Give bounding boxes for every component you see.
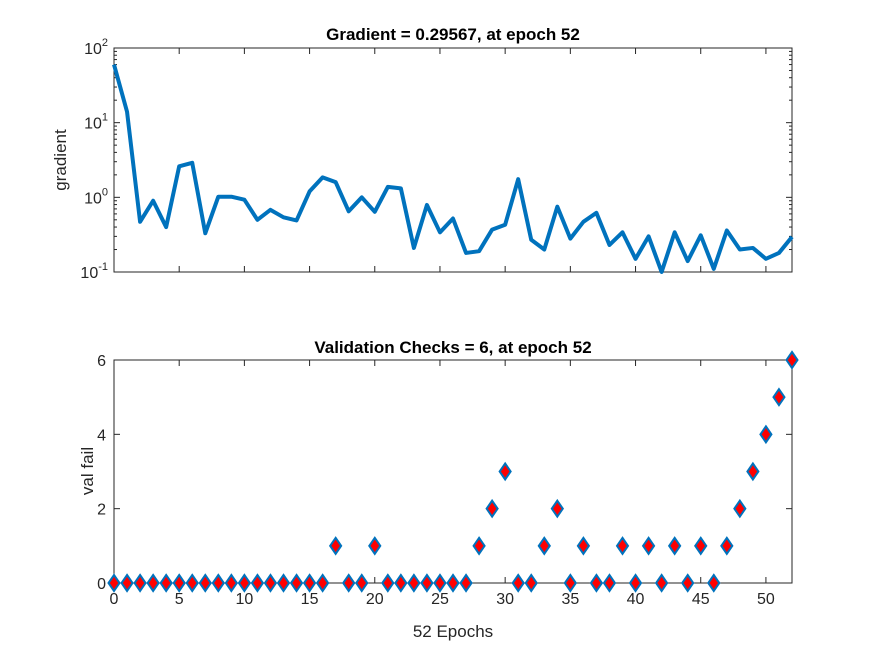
validation-marker bbox=[237, 573, 252, 593]
validation-marker bbox=[107, 573, 121, 593]
gradient-ytick-base: 10 bbox=[80, 265, 98, 282]
validation-ytick-label: 0 bbox=[97, 576, 106, 593]
validation-xlabel: 52 Epochs bbox=[413, 622, 493, 641]
validation-marker bbox=[720, 536, 734, 556]
validation-ytick-label: 4 bbox=[97, 427, 106, 444]
gradient-ytick-label: 10-1 bbox=[80, 261, 108, 282]
gradient-series-line bbox=[112, 64, 794, 274]
validation-xtick-label: 50 bbox=[757, 591, 775, 608]
validation-marker bbox=[667, 536, 682, 556]
validation-marker bbox=[511, 573, 525, 593]
validation-marker bbox=[537, 536, 551, 556]
validation-ytick-label: 2 bbox=[97, 502, 106, 519]
validation-xticks: 0 5 10 15 20 25 30 35 40 45 50 bbox=[110, 360, 775, 608]
validation-xtick-label: 30 bbox=[496, 591, 514, 608]
validation-marker bbox=[420, 573, 434, 593]
gradient-title: Gradient = 0.29567, at epoch 52 bbox=[326, 25, 580, 44]
validation-marker bbox=[472, 536, 486, 556]
validation-marker bbox=[772, 387, 786, 407]
validation-xtick-label: 35 bbox=[561, 591, 579, 608]
validation-marker bbox=[563, 573, 578, 593]
validation-marker bbox=[733, 498, 747, 519]
validation-marker bbox=[680, 573, 695, 593]
validation-marker bbox=[602, 573, 617, 593]
validation-marker bbox=[576, 536, 591, 556]
validation-marker bbox=[394, 573, 408, 593]
validation-marker bbox=[224, 573, 239, 593]
validation-marker bbox=[198, 573, 212, 593]
validation-marker bbox=[628, 573, 643, 593]
validation-title: Validation Checks = 6, at epoch 52 bbox=[314, 338, 591, 357]
validation-marker bbox=[485, 498, 499, 519]
validation-marker bbox=[276, 573, 291, 593]
validation-marker bbox=[707, 573, 721, 593]
validation-xtick-label: 45 bbox=[692, 591, 710, 608]
validation-marker bbox=[133, 573, 147, 593]
validation-marker bbox=[459, 573, 473, 593]
validation-marker bbox=[341, 573, 356, 593]
validation-marker bbox=[446, 573, 460, 593]
validation-xtick-label: 15 bbox=[301, 591, 319, 608]
validation-marker bbox=[302, 573, 317, 593]
validation-marker bbox=[120, 573, 134, 593]
gradient-axes: Gradient = 0.29567, at epoch 52 gradient… bbox=[51, 25, 794, 282]
gradient-ytick-label: 102 bbox=[84, 37, 108, 58]
gradient-ytick-exponent: 1 bbox=[102, 112, 108, 124]
gradient-ytick-base: 10 bbox=[84, 116, 102, 133]
validation-marker bbox=[381, 573, 395, 593]
validation-plot-area bbox=[113, 359, 793, 584]
validation-marker bbox=[159, 573, 173, 593]
validation-axes: Validation Checks = 6, at epoch 52 val f… bbox=[78, 338, 799, 641]
validation-marker bbox=[498, 461, 512, 482]
validation-marker bbox=[433, 573, 447, 593]
validation-marker bbox=[589, 573, 604, 593]
validation-marker bbox=[654, 573, 669, 593]
validation-marker bbox=[524, 573, 538, 593]
validation-marker bbox=[263, 573, 278, 593]
validation-xtick-label: 10 bbox=[235, 591, 253, 608]
validation-xtick-label: 40 bbox=[627, 591, 645, 608]
validation-marker bbox=[328, 536, 343, 556]
gradient-ytick-label: 101 bbox=[84, 112, 108, 133]
validation-xtick-label: 5 bbox=[175, 591, 184, 608]
gradient-ylabel: gradient bbox=[51, 129, 70, 191]
gradient-plot-area bbox=[113, 47, 793, 273]
validation-marker bbox=[211, 573, 226, 593]
validation-ylabel: val fail bbox=[78, 447, 97, 495]
gradient-ytick-label: 100 bbox=[84, 186, 108, 207]
gradient-xticks bbox=[113, 48, 767, 272]
validation-marker bbox=[615, 536, 630, 556]
validation-marker bbox=[250, 573, 265, 593]
validation-marker bbox=[355, 573, 369, 593]
validation-marker bbox=[368, 536, 382, 556]
gradient-ytick-base: 10 bbox=[84, 190, 102, 207]
validation-marker bbox=[315, 573, 330, 593]
validation-marker bbox=[146, 573, 160, 593]
validation-marker bbox=[185, 573, 199, 593]
validation-xtick-label: 20 bbox=[366, 591, 384, 608]
gradient-ytick-exponent: -1 bbox=[98, 261, 108, 273]
validation-marker bbox=[641, 536, 656, 556]
validation-marker bbox=[550, 498, 565, 519]
validation-marker bbox=[785, 350, 799, 370]
gradient-ytick-exponent: 0 bbox=[102, 186, 108, 198]
validation-marker bbox=[759, 424, 773, 445]
validation-marker bbox=[172, 573, 186, 593]
validation-marker bbox=[694, 536, 708, 556]
validation-markers bbox=[107, 350, 799, 593]
gradient-ytick-exponent: 2 bbox=[102, 37, 108, 49]
gradient-ytick-base: 10 bbox=[84, 41, 102, 58]
validation-marker bbox=[746, 461, 760, 482]
validation-ytick-label: 6 bbox=[97, 353, 106, 370]
validation-xtick-label: 25 bbox=[431, 591, 449, 608]
validation-marker bbox=[407, 573, 421, 593]
validation-xtick-label: 0 bbox=[110, 591, 119, 608]
validation-marker bbox=[289, 573, 304, 593]
